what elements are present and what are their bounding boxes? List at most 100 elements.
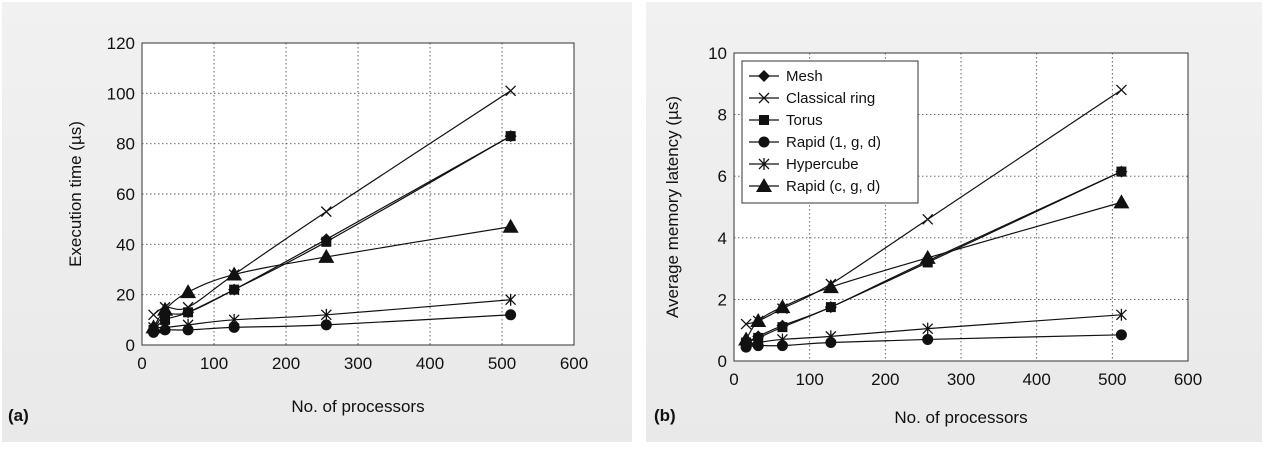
ticks-group: 0 100 200 300 400 500 600 0 2 4 6 8 10 (708, 44, 1202, 389)
data-point (774, 299, 791, 314)
legend-marker (758, 70, 770, 82)
chart-panel-b: 0 100 200 300 400 500 600 0 2 4 6 8 10 Mesh Classical… (646, 2, 1262, 442)
panel-label: (b) (654, 406, 676, 425)
x-tick-label: 200 (272, 354, 300, 373)
x-tick-label: 0 (729, 370, 738, 389)
legend-entry: Hypercube (749, 156, 859, 173)
x-tick-label: 400 (416, 354, 444, 373)
data-point (822, 279, 839, 294)
data-point (321, 236, 332, 247)
data-point (159, 321, 171, 334)
x-axis-label: No. of processors (894, 408, 1027, 427)
x-tick-label: 500 (1098, 370, 1126, 389)
y-tick-label: 4 (718, 229, 727, 248)
data-point (750, 312, 767, 327)
y-tick-label: 6 (718, 167, 727, 186)
y-axis-label: Execution time (µs) (66, 121, 85, 267)
legend-marker (758, 158, 770, 170)
y-tick-label: 60 (116, 185, 135, 204)
y-tick-label: 2 (718, 290, 727, 309)
series-hypercube (148, 293, 517, 334)
legend-label: Classical ring (786, 90, 875, 107)
x-tick-label: 200 (871, 370, 899, 389)
data-point (228, 313, 240, 326)
data-point (505, 131, 516, 142)
data-point (505, 309, 517, 321)
data-point (180, 284, 197, 299)
data-point (825, 302, 836, 313)
data-point (229, 284, 240, 295)
legend-entry: Rapid (1, g, d) (749, 134, 881, 151)
x-tick-label: 0 (137, 354, 146, 373)
data-point (505, 85, 517, 97)
data-point (740, 318, 752, 330)
data-point (183, 307, 194, 318)
legend-label: Rapid (1, g, d) (786, 134, 881, 151)
data-point (228, 321, 240, 333)
data-point (320, 308, 332, 321)
y-axis-label: Average memory latency (µs) (663, 96, 682, 318)
legend-marker (758, 136, 770, 148)
data-point (505, 293, 517, 306)
data-point (182, 318, 194, 331)
data-point (922, 213, 934, 225)
data-point (502, 218, 519, 233)
chart-a-svg: 0 100 200 300 400 500 600 0 20 40 60 80 100 120 No. o… (8, 34, 589, 425)
y-tick-label: 40 (116, 235, 135, 254)
legend-label: Mesh (786, 68, 823, 85)
data-point (1116, 166, 1127, 177)
data-point (1115, 329, 1127, 341)
plot-frame (141, 42, 575, 346)
plot-frame (733, 52, 1189, 362)
y-tick-label: 100 (107, 84, 135, 103)
data-point (1115, 308, 1127, 321)
legend-marker (756, 178, 772, 192)
data-point (148, 309, 159, 321)
x-tick-label: 600 (1174, 370, 1202, 389)
y-tick-label: 10 (708, 44, 727, 63)
data-point (320, 319, 332, 331)
legend-entry: Rapid (c, g, d) (749, 178, 880, 195)
data-point (145, 319, 162, 334)
chart-panel-a: 0 100 200 300 400 500 600 0 20 40 60 80 100 120 No. o… (2, 2, 632, 442)
y-tick-label: 20 (116, 286, 135, 305)
ticks-group: 0 100 200 300 400 500 600 0 20 40 60 80 100 120 (107, 34, 589, 373)
data-point (157, 301, 174, 316)
y-tick-label: 8 (718, 106, 727, 125)
x-tick-label: 300 (947, 370, 975, 389)
x-tick-label: 600 (560, 354, 588, 373)
data-point (1115, 84, 1127, 96)
data-point (738, 331, 755, 346)
legend-entry: Torus (749, 112, 823, 129)
data-point (320, 206, 332, 218)
y-tick-label: 0 (126, 336, 135, 355)
legend-entry: Mesh (749, 68, 823, 85)
legend-entry: Classical ring (749, 90, 875, 107)
data-point (776, 333, 788, 346)
data-point (1113, 194, 1130, 209)
data-point (825, 330, 837, 343)
series-rapid-c-g-d (145, 218, 519, 334)
x-tick-label: 300 (344, 354, 372, 373)
data-point (318, 248, 335, 263)
data-point (226, 266, 243, 281)
y-tick-label: 80 (116, 135, 135, 154)
series-group (738, 84, 1130, 353)
chart-b-svg: 0 100 200 300 400 500 600 0 2 4 6 8 10 Mesh Classical… (654, 44, 1202, 427)
data-point (160, 314, 171, 325)
legend-label: Hypercube (786, 156, 859, 173)
data-point (919, 249, 936, 264)
y-tick-label: 0 (718, 352, 727, 371)
data-point (752, 336, 764, 349)
legend-marker (758, 92, 770, 104)
x-tick-label: 100 (795, 370, 823, 389)
x-axis-label: No. of processors (291, 397, 424, 416)
legend-label: Rapid (c, g, d) (786, 178, 880, 195)
x-tick-label: 100 (200, 354, 228, 373)
x-tick-label: 400 (1022, 370, 1050, 389)
data-point (777, 322, 788, 333)
y-tick-label: 120 (107, 34, 135, 53)
legend: Mesh Classical ring Torus Rapid (1, g, d) Hy… (741, 60, 919, 204)
legend-marker (759, 115, 769, 125)
series-group (145, 85, 519, 338)
